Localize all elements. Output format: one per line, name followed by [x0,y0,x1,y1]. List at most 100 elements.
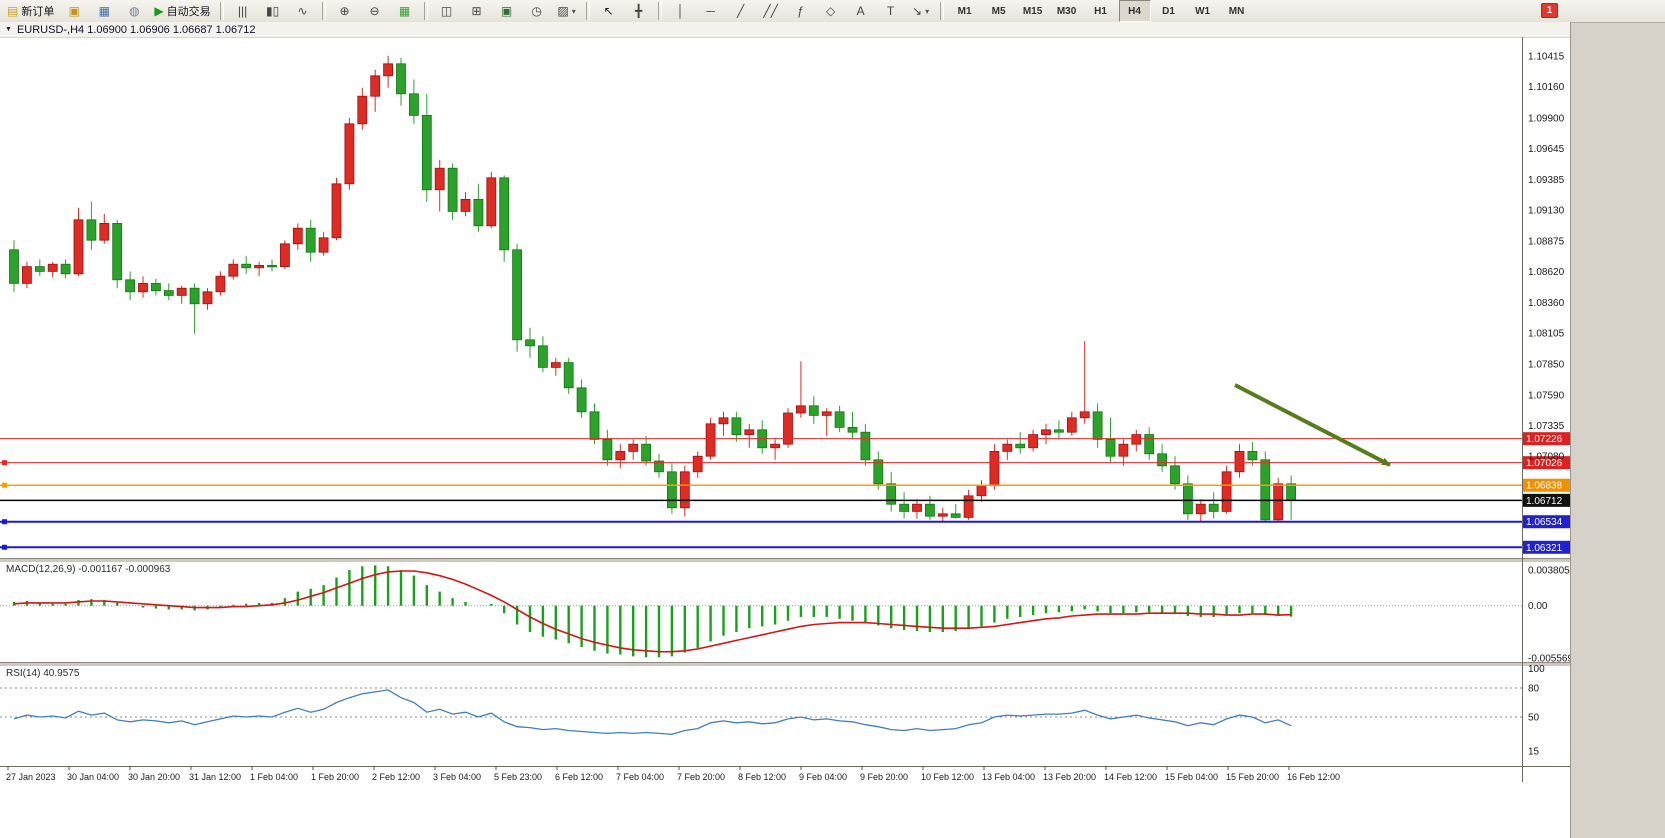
svg-text:1.07226: 1.07226 [1526,434,1563,445]
horizontal-line-1.06534[interactable]: 1.06534 [0,515,1570,529]
timeframe-h1-button[interactable]: H1 [1094,5,1107,17]
candle [86,201,97,250]
candle [254,261,265,277]
new-order-button[interactable]: ▤ 新订单 [3,0,58,22]
price-tag [1523,432,1570,446]
svg-text:1.08360: 1.08360 [1528,298,1565,309]
candle [1221,465,1232,514]
candle [73,207,84,277]
text-button[interactable]: A [847,0,875,22]
line-handle[interactable] [2,482,7,488]
new-chart-button[interactable]: ▣ [493,0,521,22]
candle [899,492,909,519]
line-handle[interactable] [2,544,7,550]
zoom-in-button[interactable]: ⊕ [331,0,359,22]
chart-canvas[interactable]: 1.07226 1.07026 1.06838 1.06712 1.06534 1.063… [0,37,1570,797]
pane-splitter[interactable] [0,558,1570,562]
svg-text:14 Feb 12:00: 14 Feb 12:00 [1104,772,1157,782]
svg-text:7 Feb 04:00: 7 Feb 04:00 [616,772,664,782]
candle [512,243,522,352]
toolbar-separator [585,2,590,20]
period-button[interactable]: ◷ [523,0,551,22]
candle [60,259,71,279]
line-handle[interactable] [2,460,7,466]
candle [757,420,768,454]
shapes-button[interactable]: ◇ [817,0,845,22]
cascade-windows-button[interactable]: ⊞ [463,0,491,22]
cursor-icon: ↖ [603,4,614,18]
candle [34,259,45,277]
indicators-button[interactable]: ▦ [391,0,419,22]
label-icon: T [886,4,895,18]
template-icon: ▨ [557,4,569,18]
cursor-button[interactable]: ↖ [595,0,623,22]
candle [615,444,626,469]
candle [654,453,664,478]
horizontal-line-button[interactable]: ─ [697,0,725,22]
zoom-out-icon: ⊖ [369,4,380,18]
line-chart-type-button[interactable]: ∿ [289,0,317,22]
bar-chart-type-button[interactable]: ||| [229,0,257,22]
svg-text:80: 80 [1528,683,1540,694]
line-handle[interactable] [2,519,7,525]
candle [731,411,742,442]
timeframe-m1-button[interactable]: M1 [957,5,972,17]
time-axis[interactable]: 27 Jan 2023 30 Jan 04:00 30 Jan 20:00 31 Ja… [6,766,1340,782]
svg-text:0.00: 0.00 [1528,601,1548,612]
zoom-out-button[interactable]: ⊖ [361,0,389,22]
horizontal-line-1.07026[interactable]: 1.07026 [0,456,1570,470]
horizontal-line-1.06321[interactable]: 1.06321 [0,540,1570,554]
candle [279,240,290,269]
rsi-label: RSI(14) 40.9575 [6,668,80,679]
autotrading-button[interactable]: ▶ 自动交易 [150,0,214,22]
svg-text:1.06712: 1.06712 [1526,496,1563,507]
rsi-line [13,689,1292,736]
timeframe-d1-button[interactable]: D1 [1162,5,1175,17]
crosshair-icon: ╋ [634,4,643,18]
profiles-button[interactable]: ▣ [60,0,88,22]
autotrading-icon: ▶ [154,4,164,18]
vertical-line-button[interactable]: │ [667,0,695,22]
candle [783,408,793,448]
notification-badge[interactable]: 1 [1541,3,1558,18]
tile-windows-button[interactable]: ◫ [433,0,461,22]
pane-splitter[interactable] [0,662,1570,666]
candle [150,278,161,296]
svg-text:1.06534: 1.06534 [1526,517,1563,528]
candle [1028,429,1038,452]
rsi-pane [13,689,1292,736]
horizontal-line-1.06712[interactable]: 1.06712 [0,493,1570,507]
timeframe-w1-button[interactable]: W1 [1195,5,1211,17]
horizontal-line-1.06838[interactable]: 1.06838 [0,478,1570,492]
chart-collapse-icon[interactable]: ▼ [5,26,12,33]
channel-button[interactable]: ╱╱ [757,0,785,22]
arrows-button[interactable]: ↘ ▾ [907,0,935,22]
timeframe-m30-button[interactable]: M30 [1056,5,1077,17]
fibonacci-button[interactable]: ƒ [787,0,815,22]
vertical-line-icon: │ [676,4,685,18]
candle [370,69,381,112]
trend-arrow[interactable] [1234,383,1391,467]
candle [473,183,484,232]
svg-text:9 Feb 04:00: 9 Feb 04:00 [799,772,847,782]
horizontal-line-1.07226[interactable]: 1.07226 [0,432,1570,446]
candle-chart-type-icon: ▮▯ [265,4,280,18]
svg-text:1.07080: 1.07080 [1528,452,1565,463]
candle [821,408,832,436]
price-axis[interactable]: 1.10415 1.10160 1.09900 1.09645 1.09385 1.091… [1528,52,1570,758]
template-button[interactable]: ▨ ▾ [553,0,581,22]
timeframe-m5-button[interactable]: M5 [991,5,1006,17]
timeframe-h4-button[interactable]: H4 [1118,0,1151,22]
timeframe-m15-button[interactable]: M15 [1022,5,1043,17]
trendline-button[interactable]: ╱ [727,0,755,22]
sound-button[interactable]: ◍ [120,0,148,22]
toolbar: ▤ 新订单 ▣ ▦ ◍ ▶ 自动交易 ||| ▮▯ ∿ ⊕ ⊖ ▦ ◫ ⊞ ▣ ◷ ▨ ▾ ↖ ╋ │ ─ ╱ ╱╱ ƒ ◇ A T ↘ ▾… [0,0,1665,23]
svg-text:1.06321: 1.06321 [1526,543,1563,554]
charts-list-button[interactable]: ▦ [90,0,118,22]
crosshair-button[interactable]: ╋ [625,0,653,22]
candle-chart-type-button[interactable]: ▮▯ [259,0,287,22]
candle [1092,403,1103,448]
label-button[interactable]: T [877,0,905,22]
timeframe-mn-button[interactable]: MN [1228,5,1245,17]
svg-text:1.06838: 1.06838 [1526,481,1563,492]
